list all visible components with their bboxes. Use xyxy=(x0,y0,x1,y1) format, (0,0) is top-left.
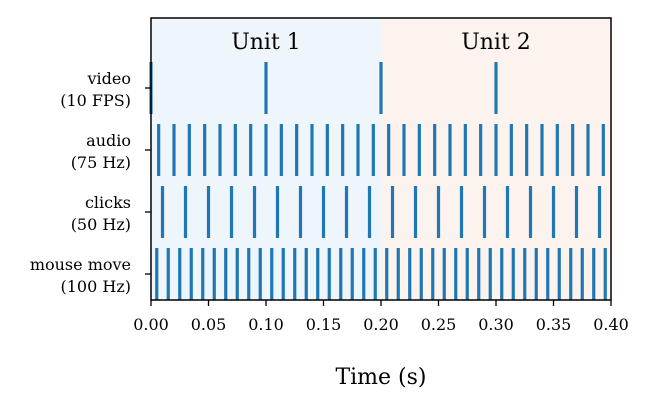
unit-label-2: Unit 2 xyxy=(461,30,531,55)
y-label-line1: mouse move xyxy=(30,255,131,274)
x-tick-label: 0.10 xyxy=(248,315,284,334)
unit-label-1: Unit 1 xyxy=(231,30,301,55)
x-tick-label: 0.25 xyxy=(421,315,457,334)
x-tick-label: 0.30 xyxy=(478,315,514,334)
x-tick-label: 0.20 xyxy=(363,315,399,334)
y-label-line1: clicks xyxy=(85,193,131,212)
x-tick-label: 0.40 xyxy=(593,315,629,334)
y-label-line2: (75 Hz) xyxy=(71,153,131,172)
y-label-line2: (50 Hz) xyxy=(71,215,131,234)
y-label-line1: audio xyxy=(86,131,131,150)
y-label-line1: video xyxy=(87,69,132,88)
y-label-line2: (10 FPS) xyxy=(60,91,131,110)
x-tick-label: 0.35 xyxy=(536,315,572,334)
x-axis-label: Time (s) xyxy=(335,365,426,390)
x-tick-label: 0.15 xyxy=(306,315,342,334)
y-label-line2: (100 Hz) xyxy=(61,277,132,296)
x-tick-label: 0.05 xyxy=(191,315,227,334)
x-tick-label: 0.00 xyxy=(133,315,169,334)
